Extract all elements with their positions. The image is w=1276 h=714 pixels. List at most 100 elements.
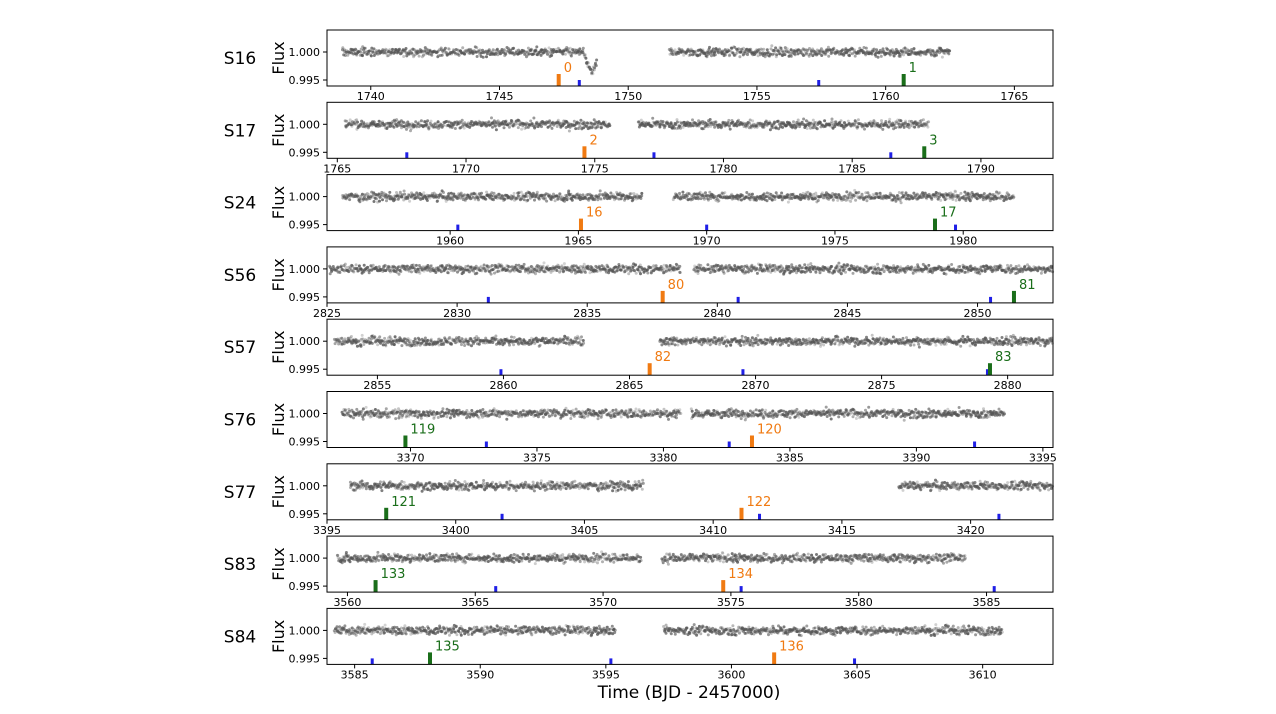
y-axis-label: Flux (269, 114, 288, 147)
flux-point (518, 270, 522, 274)
flux-point (463, 49, 467, 53)
flux-point (369, 54, 373, 58)
flux-point (410, 270, 413, 274)
y-axis-label: Flux (269, 258, 288, 291)
flux-point (532, 116, 536, 120)
flux-point (491, 341, 495, 344)
flux-point (405, 127, 408, 131)
y-tick-label: 1.000 (289, 118, 321, 131)
flux-point (418, 271, 422, 275)
flux-point (646, 271, 650, 275)
flux-point (568, 50, 572, 54)
flux-point (836, 266, 840, 270)
flux-point (824, 52, 828, 56)
flux-point (845, 190, 849, 194)
transit-marker (922, 146, 927, 159)
flux-point (639, 272, 642, 276)
flux-point (417, 54, 421, 58)
flux-point (547, 46, 551, 50)
flux-point (654, 264, 658, 268)
flux-point (375, 51, 379, 54)
flux-point (724, 53, 728, 57)
flux-point (475, 271, 479, 275)
flux-point (927, 120, 931, 124)
transit-marker (578, 218, 583, 231)
flux-point (534, 49, 538, 53)
flux-point (696, 269, 700, 273)
flux-point (499, 52, 502, 56)
flux-point (372, 54, 376, 57)
flux-point (411, 52, 414, 56)
flux-point (728, 127, 732, 131)
transit-marker (582, 146, 587, 159)
flux-point (856, 118, 860, 122)
flux-point (502, 48, 506, 52)
flux-point (362, 263, 366, 267)
flux-point (723, 191, 727, 195)
flux-point (383, 49, 387, 53)
flux-point (412, 55, 415, 59)
flux-point (594, 64, 598, 68)
flux-point (481, 55, 485, 59)
flux-point (352, 270, 356, 274)
flux-point (786, 200, 790, 204)
flux-point (562, 269, 566, 273)
flux-point (583, 270, 587, 274)
flux-point (711, 47, 715, 51)
flux-point (888, 53, 892, 57)
flux-point (408, 199, 412, 203)
flux-point (435, 50, 439, 54)
flux-point (950, 263, 954, 266)
flux-point (563, 199, 566, 203)
flux-point (402, 55, 406, 58)
flux-point (555, 49, 559, 53)
flux-point (550, 126, 554, 130)
flux-point (831, 198, 835, 202)
flux-point (934, 53, 938, 57)
flux-point (512, 191, 516, 195)
flux-point (894, 199, 898, 203)
sector-label: S16 (224, 49, 256, 69)
flux-point (857, 190, 861, 194)
flux-point (422, 191, 426, 195)
flux-point (482, 263, 486, 267)
flux-point (849, 199, 853, 203)
flux-point (738, 55, 742, 59)
flux-point (750, 263, 754, 267)
flux-point (508, 343, 511, 347)
flux-point (476, 50, 480, 54)
flux-point (526, 46, 530, 50)
flux-point (678, 264, 682, 268)
flux-point (879, 272, 883, 276)
flux-point (598, 189, 602, 193)
flux-point (864, 46, 868, 50)
flux-point (814, 191, 818, 195)
flux-point (631, 265, 635, 269)
x-tick-label: 2840 (703, 307, 731, 320)
flux-point (583, 53, 587, 57)
flux-point (371, 50, 375, 54)
flux-point (453, 127, 457, 130)
flux-point (751, 192, 754, 196)
flux-point (481, 48, 484, 52)
flux-point (982, 192, 986, 196)
x-tick-label: 1790 (967, 162, 995, 175)
flux-point (708, 45, 711, 49)
flux-point (737, 47, 741, 51)
flux-point (591, 125, 595, 129)
flux-point (937, 195, 941, 199)
flux-point (538, 343, 542, 347)
flux-point (429, 264, 433, 267)
flux-point (682, 53, 686, 57)
flux-point (416, 51, 420, 55)
x-tick-label: 1770 (452, 162, 480, 175)
flux-point (341, 46, 345, 50)
flux-point (447, 271, 450, 275)
flux-point (474, 50, 478, 54)
transit-label: 2 (589, 133, 597, 148)
y-tick-label: 0.995 (289, 219, 321, 232)
flux-point (696, 197, 700, 201)
x-tick-label: 1780 (709, 162, 737, 175)
flux-point (392, 343, 396, 347)
